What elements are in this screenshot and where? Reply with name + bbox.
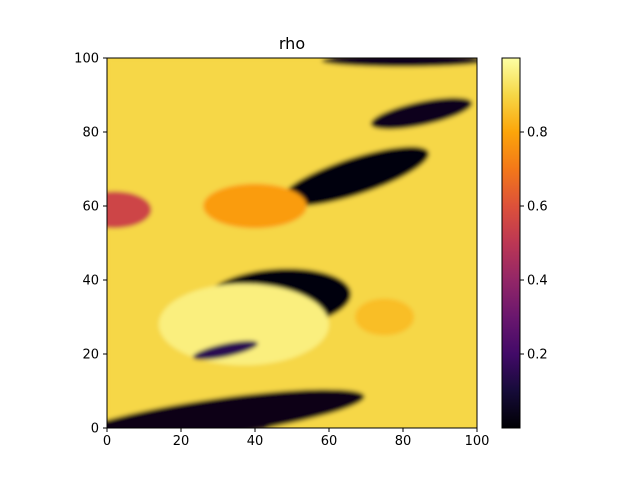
colorbar-tick-label: 0.4 (527, 274, 548, 289)
x-tick-label: 20 (173, 434, 190, 449)
heatmap-plot-area (106, 57, 478, 429)
y-tick-label: 0 (91, 422, 99, 437)
x-tick-label: 40 (247, 434, 264, 449)
chart-title: rho (279, 34, 305, 53)
heatmap-region-3 (280, 146, 430, 207)
heatmap-region-5 (192, 340, 259, 360)
heatmap-region-2 (158, 283, 329, 366)
x-tick-label: 60 (321, 434, 338, 449)
heatmap-region-4 (370, 97, 473, 130)
colorbar-gradient (502, 58, 520, 428)
colorbar-tick-label: 0.6 (527, 200, 548, 215)
y-tick-label: 20 (82, 348, 99, 363)
x-tick-label: 100 (465, 434, 490, 449)
colorbar-tick-label: 0.8 (527, 126, 548, 141)
x-tick-label: 80 (395, 434, 412, 449)
heatmap-region-7 (321, 58, 477, 67)
y-axis: 0 20 40 60 80 100 (74, 52, 107, 437)
heatmap-region-10 (354, 298, 415, 336)
colorbar-ticks: 0.2 0.4 0.6 0.8 (520, 126, 548, 363)
heatmap-regions (107, 58, 477, 428)
y-tick-label: 60 (82, 200, 99, 215)
heatmap-region-6 (107, 191, 152, 229)
plot-frame (106, 57, 478, 429)
colorbar-frame (501, 57, 521, 429)
heatmap-region-8 (107, 389, 365, 428)
y-tick-label: 80 (82, 126, 99, 141)
x-tick-label: 0 (103, 434, 111, 449)
heatmap-region-9 (203, 183, 307, 229)
colorbar: 0.2 0.4 0.6 0.8 (501, 57, 548, 429)
y-tick-label: 100 (74, 52, 99, 67)
colorbar-tick-label: 0.2 (527, 348, 548, 363)
y-tick-label: 40 (82, 274, 99, 289)
x-axis: 0 20 40 60 80 100 (103, 428, 490, 449)
